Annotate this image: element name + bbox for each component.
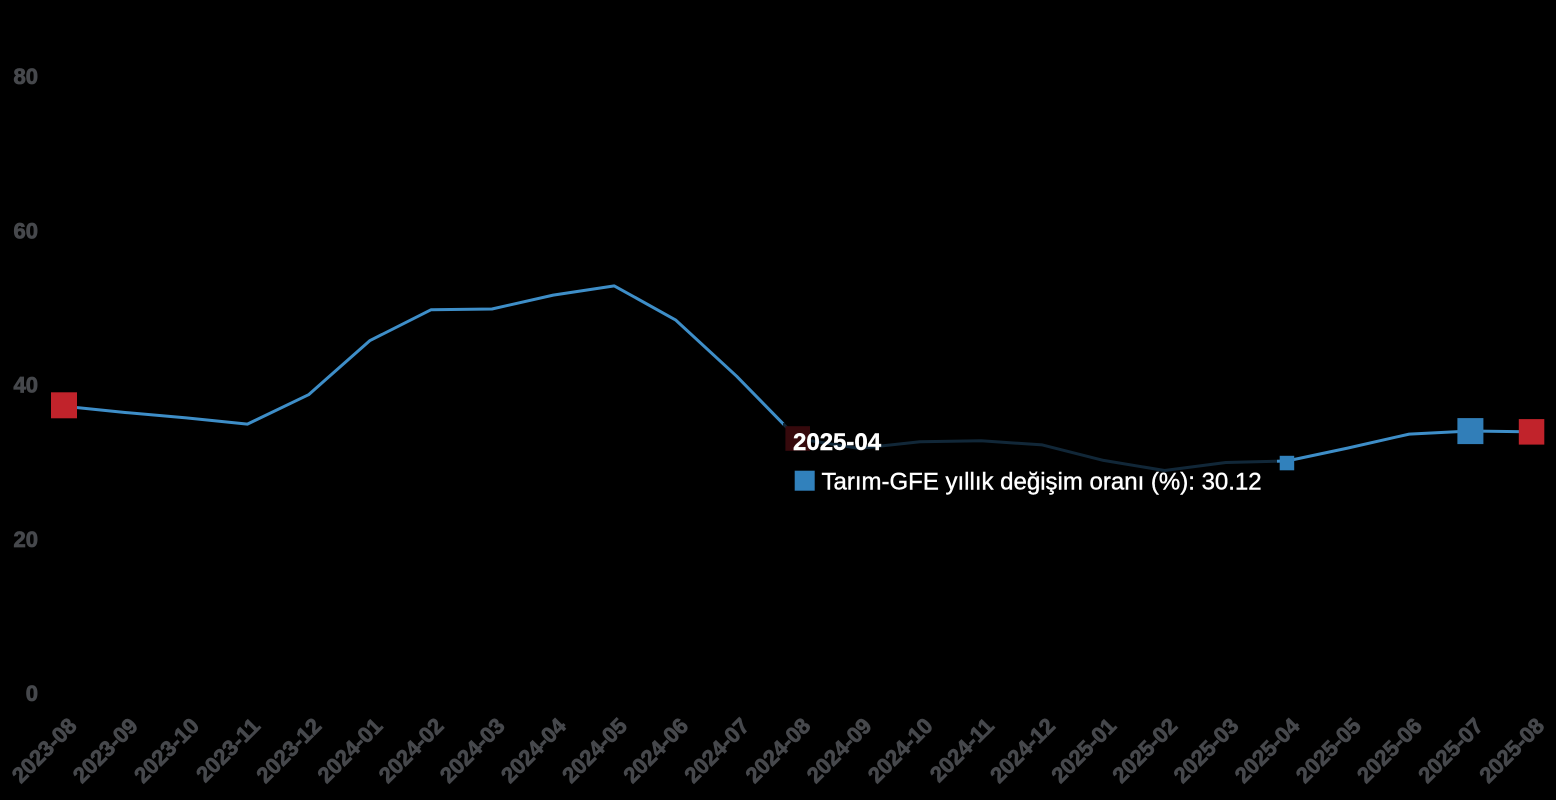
svg-text:80: 80 — [14, 64, 38, 89]
svg-text:0: 0 — [26, 681, 38, 706]
svg-text:2025-04: 2025-04 — [793, 429, 882, 456]
svg-text:60: 60 — [14, 219, 38, 244]
svg-text:Tarım-GFE yıllık değişim oranı: Tarım-GFE yıllık değişim oranı (%): 30.1… — [822, 469, 1262, 496]
svg-text:20: 20 — [14, 527, 38, 552]
svg-text:40: 40 — [14, 373, 38, 398]
